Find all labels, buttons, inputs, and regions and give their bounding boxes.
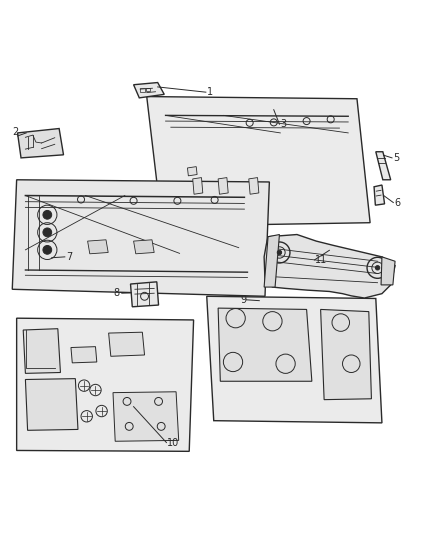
Text: 3: 3 — [280, 119, 286, 129]
Text: 7: 7 — [66, 252, 72, 262]
Polygon shape — [12, 180, 269, 296]
Text: 5: 5 — [393, 153, 399, 163]
Polygon shape — [264, 235, 395, 298]
Text: 10: 10 — [167, 439, 180, 448]
Text: 9: 9 — [240, 295, 246, 305]
Polygon shape — [18, 128, 64, 158]
Polygon shape — [187, 167, 197, 176]
Polygon shape — [193, 177, 203, 194]
Polygon shape — [207, 296, 382, 423]
Polygon shape — [321, 310, 371, 400]
Polygon shape — [109, 332, 145, 356]
Circle shape — [375, 265, 380, 270]
Polygon shape — [218, 308, 312, 381]
Polygon shape — [25, 378, 78, 430]
Polygon shape — [88, 240, 108, 254]
Polygon shape — [381, 257, 395, 285]
Polygon shape — [147, 96, 370, 226]
Polygon shape — [376, 152, 391, 180]
Circle shape — [277, 251, 282, 255]
Text: 2: 2 — [12, 127, 18, 136]
Text: 11: 11 — [315, 255, 328, 265]
Text: 6: 6 — [394, 198, 400, 207]
Polygon shape — [113, 392, 179, 441]
Polygon shape — [218, 177, 228, 194]
Polygon shape — [131, 282, 159, 307]
Polygon shape — [134, 240, 154, 254]
Polygon shape — [374, 185, 385, 205]
Circle shape — [43, 211, 52, 219]
Circle shape — [43, 228, 52, 237]
Text: 8: 8 — [113, 288, 119, 298]
Polygon shape — [249, 177, 259, 194]
Polygon shape — [23, 329, 60, 374]
Polygon shape — [134, 83, 164, 98]
Polygon shape — [264, 235, 279, 287]
Text: 1: 1 — [207, 87, 213, 97]
Polygon shape — [17, 318, 194, 451]
Circle shape — [43, 246, 52, 254]
Polygon shape — [71, 346, 97, 363]
